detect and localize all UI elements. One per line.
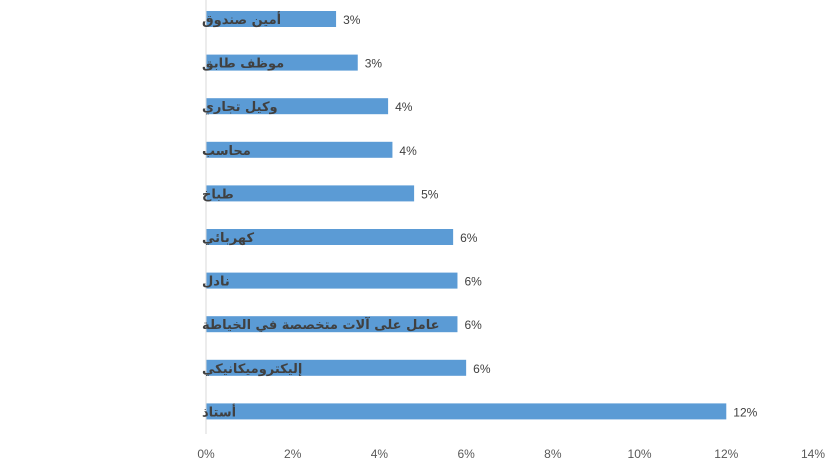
bar [206,229,454,245]
x-tick-label: 8% [544,447,562,461]
data-label: 6% [473,362,491,376]
category-labels: أمين صندوق موظف طابق وكيل تجاري محاسب طباخ كه… [202,11,440,420]
category-label: إليكتروميكانيكي [202,362,302,377]
bar [206,359,467,376]
category-label: نادل [202,275,230,290]
data-labels: 3% 3% 4% 4% 5% 6% 6% 6% 6% 12% [343,13,758,419]
category-label: محاسب [202,144,251,159]
x-tick-label: 12% [714,447,738,461]
x-tick-label: 14% [801,447,825,461]
data-label: 4% [395,100,413,114]
x-tick-label: 6% [457,447,475,461]
data-label: 6% [460,231,478,245]
bar [206,316,458,333]
category-label: طباخ [202,187,234,202]
category-label: وكيل تجاري [202,100,278,115]
bar [206,11,337,27]
x-tick-label: 0% [197,447,215,461]
data-label: 6% [464,318,482,332]
bars-layer [206,11,727,420]
category-label: أمين صندوق [202,11,281,28]
data-label: 3% [365,57,383,71]
data-label: 12% [733,405,757,419]
x-tick-label: 4% [371,447,389,461]
x-tick-label: 10% [628,447,652,461]
bar [206,403,727,420]
bar [206,185,415,202]
bar [206,141,393,158]
bar [206,272,458,289]
category-label: موظف طابق [202,57,284,72]
category-label: أستاذ [202,403,236,420]
x-axis: 0% 2% 4% 6% 8% 10% 12% 14% [197,0,825,461]
data-label: 6% [464,275,482,289]
x-tick-label: 2% [284,447,302,461]
category-label: كهربائي [202,231,254,246]
category-label: عامل على آلات متخصصة في الخياطة [202,316,440,333]
bar [206,54,358,71]
data-label: 3% [343,13,361,27]
data-label: 4% [399,144,417,158]
bar [206,98,389,115]
data-label: 5% [421,187,439,201]
